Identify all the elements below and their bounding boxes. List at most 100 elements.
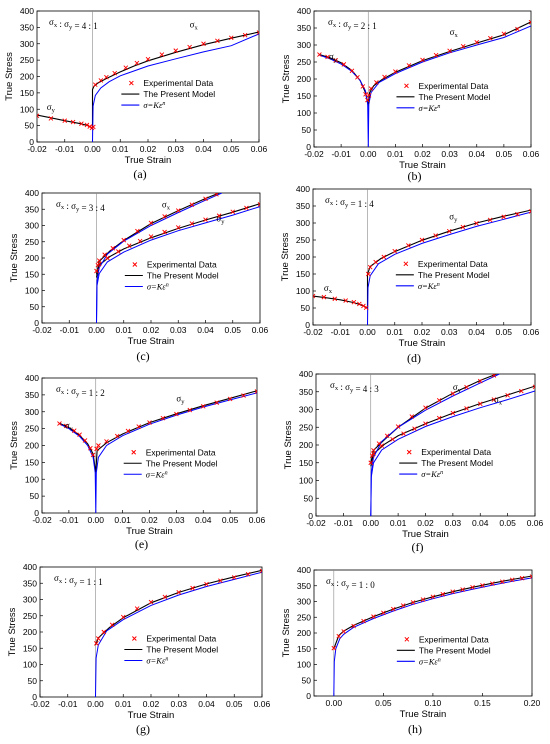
subscript: y [221,218,225,225]
ratio-text: : [333,197,340,207]
experimental-point [423,421,428,427]
y-tick-label: 0 [305,320,310,330]
y-tick-label: 100 [297,108,311,118]
experimental-point [371,614,376,619]
experimental-point [419,237,425,243]
chart-panel-e: -0.02 -0.01 0.00 0.01 0.02 0.03 0.04 0.05 0.06 0 5… [9,373,266,551]
superscript: n [166,283,169,289]
curve-annotation: σx [324,283,333,295]
experimental-point [447,48,452,54]
subscript: x [329,288,333,295]
experimental-point [368,460,374,466]
experimental-point [474,39,480,45]
panel-caption: (d) [407,351,421,365]
subscript: y [345,202,349,209]
legend-label-power-law: σ=Kεn [146,469,168,479]
superscript: n [437,104,440,110]
experimental-point [491,374,497,378]
x-tick-label: 0.03 [168,515,185,525]
y-tick-label: 50 [28,676,38,686]
x-tick-label: 0.06 [251,144,268,154]
y-tick-label: 250 [23,611,37,621]
experimental-point [189,221,195,226]
x-tick-label: 0.03 [441,149,458,159]
experimental-point [528,19,531,25]
chart-panel-f: -0.02 -0.01 0.00 0.01 0.02 0.03 0.04 0.05 0.06 0 5… [283,369,544,554]
experimental-point [367,264,373,270]
experimental-point [395,424,401,429]
y-tick-label: 0 [32,692,37,702]
y-axis-label: True Stress [280,232,291,281]
y-tick-label: 300 [25,407,39,417]
legend-label-experimental: Experimental Data [421,447,491,457]
experimental-point [104,74,109,80]
chart-panel-c: -0.02 -0.01 0.00 0.01 0.02 0.03 0.04 0.05 0.06 0 5… [9,188,269,363]
x-tick-label: 0.01 [115,325,132,335]
experimental-point [368,86,374,91]
y-axis-label: True Stress [283,420,294,469]
legend-marker-experimental [131,449,137,455]
experimental-point [519,575,525,581]
curve-annotation: σy [449,212,458,224]
curve-annotation: σx [190,19,199,31]
experimental-point [137,238,143,244]
experimental-point [460,44,466,49]
experimental-point [174,411,179,417]
subscript: x [54,22,58,29]
experimental-point [230,209,236,215]
experimental-point [187,44,192,50]
x-tick-label: 0.03 [170,699,187,709]
experimental-point [90,452,96,458]
y-tick-label: 400 [299,369,313,379]
experimental-point [204,581,209,587]
legend-label-present-model: The Present Model [146,458,218,468]
experimental-point [95,636,101,641]
x-tick-label: -0.01 [59,515,79,525]
y-axis-label: True Stress [7,607,18,656]
experimental-point [450,410,456,416]
y-tick-label: 400 [297,6,311,16]
experimental-point [134,60,140,66]
curve-annotation: σy [329,51,338,63]
ratio-text: : [62,575,69,585]
experimental-point [98,78,104,83]
experimental-point [77,432,82,438]
plot-frame [41,377,258,514]
ratio-text: : [334,578,341,588]
legend-label-present-model: The Present Model [147,271,219,281]
y-tick-label: 200 [23,627,37,637]
experimental-point [162,214,167,219]
superscript: n [162,101,165,107]
y-tick-label: 350 [25,204,39,214]
curve-annotation: σx [450,27,459,39]
x-tick-label: 0.15 [474,698,491,708]
experimental-point [351,299,357,305]
experimental-point [48,116,54,121]
curve-annotation: σy [453,382,462,394]
y-axis-label: True Stress [9,421,20,470]
y-tick-label: 0 [308,511,313,521]
x-tick-label: 0.02 [143,325,160,335]
experimental-point [361,303,366,309]
y-tick-label: 150 [20,88,34,98]
experimental-point [501,31,507,37]
y-tick-label: 0 [306,142,311,152]
experimental-point [145,56,151,62]
experimental-point [79,121,84,126]
y-tick-label: 150 [296,269,310,279]
experimental-point [214,400,220,405]
chart-panel-d: -0.02 -0.01 0.00 0.01 0.02 0.03 0.04 0.05 0.06 0 5… [280,184,540,365]
ratio-text: : [336,19,343,29]
x-tick-label: 0.04 [468,327,485,337]
legend-label-experimental: Experimental Data [419,634,489,644]
x-tick-label: 0.03 [167,144,184,154]
y-tick-label: 250 [25,237,39,247]
curve-annotation: σy [176,394,185,406]
experimental-point [363,91,368,97]
experimental-point [94,446,99,452]
x-tick-label: -0.01 [58,699,78,709]
subscript: x [330,200,334,207]
